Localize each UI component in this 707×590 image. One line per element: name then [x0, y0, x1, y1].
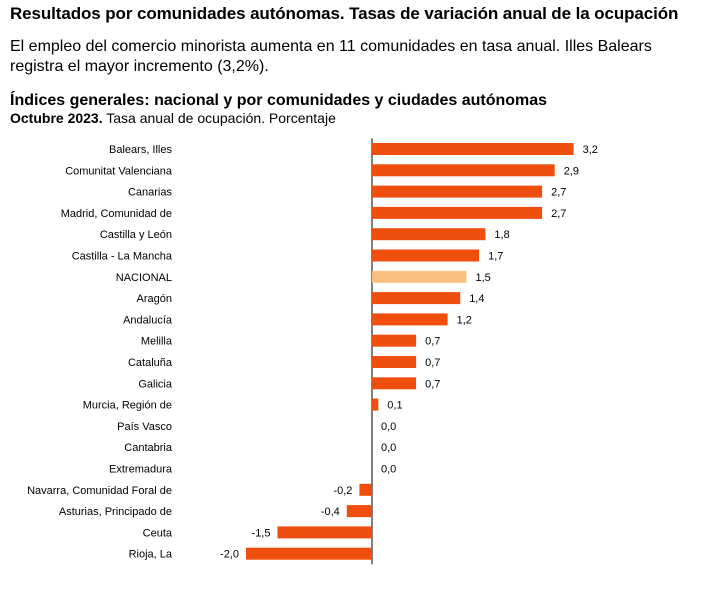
category-label: Aragón [137, 293, 172, 305]
category-label: Navarra, Comunidad Foral de [27, 485, 172, 497]
category-label: Castilla y León [100, 229, 172, 241]
bar [372, 206, 543, 219]
intro-text: El empleo del comercio minorista aumenta… [10, 38, 652, 75]
value-label: 1,7 [488, 251, 503, 263]
category-label: Ceuta [143, 527, 173, 539]
value-label: 1,5 [476, 272, 491, 284]
value-label: 0,7 [425, 357, 440, 369]
category-label: Canarias [128, 187, 173, 199]
category-label: Rioja, La [129, 549, 173, 561]
value-label: 0,7 [425, 378, 440, 390]
chart-subtitle-text: Tasa anual de ocupación. Porcentaje [106, 110, 336, 126]
value-label: 2,7 [551, 187, 566, 199]
value-label: -0,2 [333, 485, 352, 497]
bar [277, 526, 372, 539]
category-label: Comunitat Valenciana [65, 165, 173, 177]
value-label: 2,7 [551, 208, 566, 220]
category-label: Madrid, Comunidad de [61, 208, 172, 220]
value-label: 2,9 [564, 165, 579, 177]
bar [372, 292, 461, 305]
bar [372, 377, 417, 390]
category-label: Andalucía [123, 314, 173, 326]
category-label: Cataluña [128, 357, 173, 369]
value-label: 1,2 [457, 314, 472, 326]
value-label: 0,1 [387, 400, 402, 412]
bar [372, 270, 467, 283]
category-label: NACIONAL [116, 272, 172, 284]
value-label: -0,4 [321, 506, 340, 518]
category-label: Asturias, Principado de [59, 506, 172, 518]
category-label: Extremadura [109, 464, 173, 476]
value-label: 0,0 [381, 442, 396, 454]
bar [372, 356, 417, 368]
bar [372, 334, 417, 347]
category-label: Melilla [141, 336, 173, 348]
bar [372, 143, 574, 155]
category-label: Castilla - La Mancha [72, 251, 173, 263]
category-label: Murcia, Región de [83, 400, 172, 412]
category-label: Cantabria [124, 442, 173, 454]
value-label: 3,2 [583, 144, 598, 156]
value-label: 1,8 [494, 229, 509, 241]
bar-chart: Balears, Illes 3,2 Comunitat Valenciana 2,9… [27, 138, 598, 565]
chart-title: Índices generales: nacional y por comuni… [10, 92, 548, 109]
bar [346, 505, 372, 518]
category-label: Galicia [138, 378, 173, 390]
value-label: -1,5 [252, 527, 271, 539]
chart-subtitle: Octubre 2023. Tasa anual de ocupación. P… [10, 110, 336, 126]
page-title: Resultados por comunidades autónomas. Ta… [10, 4, 679, 23]
value-label: 1,4 [469, 293, 484, 305]
bar [246, 547, 372, 560]
bar [372, 228, 486, 241]
bar [372, 313, 448, 326]
bar [372, 249, 480, 262]
bar [372, 398, 379, 411]
bar [372, 164, 555, 177]
value-label: 0,7 [425, 336, 440, 348]
value-label: 0,0 [381, 464, 396, 476]
bar [372, 185, 543, 198]
category-label: Balears, Illes [109, 144, 172, 156]
category-label: País Vasco [117, 421, 172, 433]
bar [359, 483, 372, 496]
chart-subtitle-date: Octubre 2023. [10, 110, 103, 126]
value-label: -2,0 [220, 549, 239, 561]
value-label: 0,0 [381, 421, 396, 433]
